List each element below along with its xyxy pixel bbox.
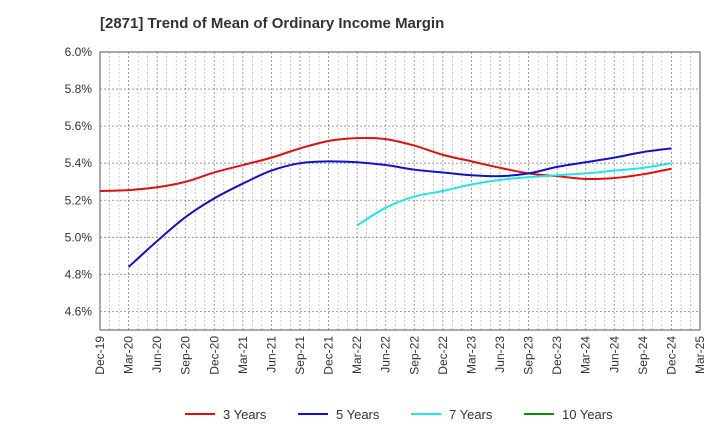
x-tick-label: Dec-19 bbox=[93, 336, 107, 375]
y-tick-label: 5.0% bbox=[65, 230, 93, 244]
x-tick-label: Sep-24 bbox=[636, 336, 650, 375]
plot-frame bbox=[99, 51, 701, 331]
x-tick-label: Mar-21 bbox=[236, 336, 250, 374]
x-tick-label: Mar-22 bbox=[350, 336, 364, 374]
x-tick-label: Sep-20 bbox=[179, 336, 193, 375]
legend: 3 Years 5 Years 7 Years 10 Years bbox=[185, 407, 613, 422]
legend-item-3-years: 3 Years bbox=[185, 407, 267, 422]
x-tick-label: Sep-21 bbox=[293, 336, 307, 375]
x-tick-label: Dec-24 bbox=[664, 336, 678, 375]
y-tick-label: 6.0% bbox=[65, 45, 93, 59]
grid bbox=[99, 51, 701, 330]
y-tick-label: 5.2% bbox=[65, 193, 93, 207]
legend-label: 3 Years bbox=[223, 407, 267, 422]
x-tick-label: Mar-20 bbox=[122, 336, 136, 374]
series-line-3-years bbox=[99, 137, 672, 192]
x-tick-label: Mar-25 bbox=[693, 336, 707, 374]
legend-item-10-years: 10 Years bbox=[524, 407, 613, 422]
series-lines bbox=[99, 137, 672, 268]
legend-label: 7 Years bbox=[449, 407, 493, 422]
y-tick-label: 5.4% bbox=[65, 156, 93, 170]
legend-item-7-years: 7 Years bbox=[411, 407, 493, 422]
chart-title: [2871] Trend of Mean of Ordinary Income … bbox=[100, 15, 445, 32]
y-tick-label: 4.6% bbox=[65, 304, 93, 318]
axes: 4.6% 4.8% 5.0% 5.2% 5.4% 5.6% 5.8% 6.0% Dec-19 Ma… bbox=[65, 45, 707, 375]
x-tick-label: Jun-23 bbox=[493, 336, 507, 373]
x-tick-label: Dec-22 bbox=[436, 336, 450, 375]
legend-item-5-years: 5 Years bbox=[298, 407, 380, 422]
series-line-5-years bbox=[127, 147, 672, 268]
legend-label: 10 Years bbox=[562, 407, 613, 422]
x-tick-label: Jun-22 bbox=[379, 336, 393, 373]
y-tick-label: 5.8% bbox=[65, 82, 93, 96]
x-tick-label: Jun-24 bbox=[607, 336, 621, 373]
series-line-7-years bbox=[356, 162, 672, 227]
x-tick-label: Sep-22 bbox=[407, 336, 421, 375]
x-tick-label: Dec-23 bbox=[550, 336, 564, 375]
x-tick-label: Jun-20 bbox=[150, 336, 164, 373]
x-tick-label: Jun-21 bbox=[264, 336, 278, 373]
y-tick-label: 4.8% bbox=[65, 267, 93, 281]
y-tick-label: 5.6% bbox=[65, 119, 93, 133]
x-tick-label: Dec-21 bbox=[322, 336, 336, 375]
x-tick-label: Mar-23 bbox=[464, 336, 478, 374]
x-tick-label: Mar-24 bbox=[579, 336, 593, 374]
x-tick-label: Dec-20 bbox=[207, 336, 221, 375]
legend-label: 5 Years bbox=[336, 407, 380, 422]
x-tick-label: Sep-23 bbox=[522, 336, 536, 375]
